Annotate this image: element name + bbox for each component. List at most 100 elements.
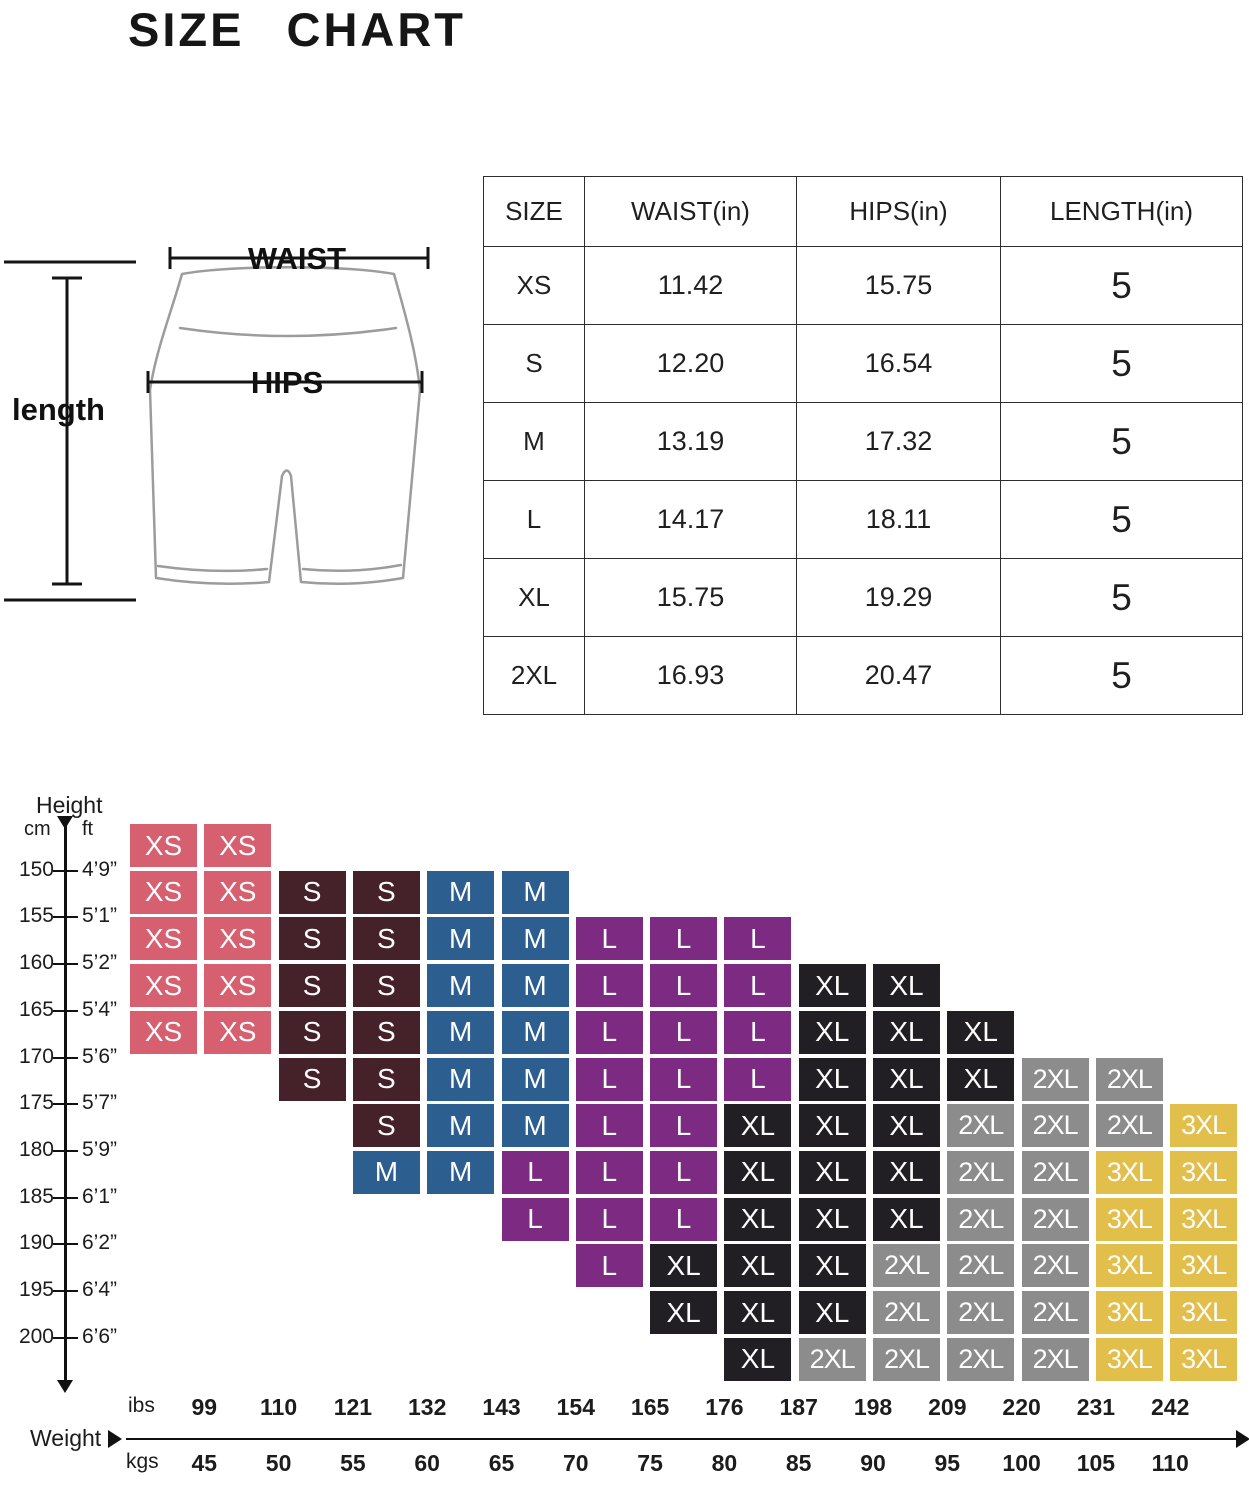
grid-cell-xs: XS xyxy=(204,824,272,867)
weight-label-kgs: 85 xyxy=(785,1450,812,1476)
height-label-cm: 180 xyxy=(18,1137,54,1161)
grid-cell-m: M xyxy=(501,917,569,961)
height-label-cm: 170 xyxy=(18,1044,54,1068)
grid-cell-l: L xyxy=(501,1150,569,1194)
grid-cell-2xl: 2XL xyxy=(1021,1197,1089,1241)
grid-cell-3xl: 3XL xyxy=(1095,1244,1163,1288)
weight-label-ibs: 231 xyxy=(1076,1394,1116,1420)
size-table-cell-waist: 11.42 xyxy=(584,246,797,325)
grid-cell-2xl: 2XL xyxy=(1095,1057,1163,1101)
height-label-cm: 175 xyxy=(18,1091,54,1115)
grid-cell-xl: XL xyxy=(798,1291,866,1334)
grid-cell-2xl: 2XL xyxy=(873,1291,940,1334)
height-label-cm: 165 xyxy=(18,997,54,1021)
size-table-cell-hips: 16.54 xyxy=(796,324,1001,403)
size-table-cell-size: M xyxy=(483,402,585,481)
grid-cell-xl: XL xyxy=(798,1057,866,1101)
size-table-cell-hips: 20.47 xyxy=(796,636,1001,715)
height-unit-cm: cm xyxy=(24,818,51,840)
grid-cell-xl: XL xyxy=(798,1010,866,1054)
grid-cell-l: L xyxy=(575,1057,643,1101)
size-table-cell-size: XL xyxy=(483,558,585,637)
height-label-cm: 155 xyxy=(18,904,54,928)
size-table: SIZE WAIST(in) HIPS(in) LENGTH(in) XS 11.42 1… xyxy=(483,176,1243,715)
weight-label-ibs: 198 xyxy=(853,1394,893,1420)
weight-label-ibs: 110 xyxy=(260,1394,298,1420)
shorts-measurement-diagram: WAIST HIPS length xyxy=(4,241,430,602)
grid-cell-xl: XL xyxy=(873,1010,940,1054)
grid-cell-m: M xyxy=(427,1104,495,1148)
weight-axis-line xyxy=(126,1438,1242,1440)
height-label-ft: 5’6” xyxy=(82,1044,118,1068)
grid-cell-l: L xyxy=(650,964,718,1008)
size-table-cell-length: 5 xyxy=(1000,324,1243,403)
size-table-cell-hips: 15.75 xyxy=(796,246,1001,325)
grid-cell-2xl: 2XL xyxy=(947,1244,1015,1288)
grid-cell-xl: XL xyxy=(873,964,940,1008)
grid-cell-l: L xyxy=(575,1150,643,1194)
height-label-cm: 195 xyxy=(18,1278,54,1301)
grid-cell-xl: XL xyxy=(947,1057,1015,1101)
weight-unit-kgs: kgs xyxy=(126,1450,159,1473)
height-label-ft: 6’6” xyxy=(82,1324,118,1348)
size-table-header-length-in-: LENGTH(in) xyxy=(1000,176,1243,247)
grid-cell-l: L xyxy=(650,1010,718,1054)
grid-cell-m: M xyxy=(501,964,569,1008)
height-label-cm: 190 xyxy=(18,1231,54,1255)
grid-cell-l: L xyxy=(501,1197,569,1241)
weight-label-ibs: 143 xyxy=(482,1394,521,1420)
weight-label-kgs: 110 xyxy=(1151,1450,1189,1476)
grid-cell-2xl: 2XL xyxy=(1095,1104,1163,1148)
grid-cell-m: M xyxy=(427,1010,495,1054)
grid-cell-2xl: 2XL xyxy=(1021,1104,1089,1148)
weight-label-ibs: 242 xyxy=(1151,1394,1190,1420)
grid-cell-s: S xyxy=(352,1104,420,1148)
height-unit-ft: ft xyxy=(82,818,94,840)
weight-label-kgs: 75 xyxy=(637,1450,663,1476)
hips-measure-line xyxy=(146,371,424,393)
size-table-cell-size: XS xyxy=(483,246,585,325)
size-table-cell-waist: 16.93 xyxy=(584,636,797,715)
grid-cell-2xl: 2XL xyxy=(873,1337,940,1381)
height-weight-size-chart: Height cm ft ibs Weight kgs XS XS XS XS S S M M… xyxy=(0,780,1249,1493)
grid-cell-m: M xyxy=(352,1150,420,1194)
height-axis-line xyxy=(64,820,67,1382)
weight-label-kgs: 100 xyxy=(1002,1450,1041,1476)
grid-cell-3xl: 3XL xyxy=(1095,1197,1163,1241)
height-label-ft: 6’2” xyxy=(82,1231,118,1255)
height-axis-bottom-arrow-icon xyxy=(57,1380,73,1393)
grid-cell-3xl: 3XL xyxy=(1170,1197,1238,1241)
grid-cell-xs: XS xyxy=(130,824,197,867)
grid-cell-2xl: 2XL xyxy=(947,1104,1015,1148)
grid-cell-l: L xyxy=(650,917,718,961)
height-label-cm: 160 xyxy=(18,951,54,975)
weight-label-ibs: 165 xyxy=(630,1394,670,1420)
length-measure-label: length xyxy=(12,392,105,427)
size-table-row-s: S 12.20 16.54 5 xyxy=(483,324,1243,403)
weight-label-ibs: 220 xyxy=(1002,1394,1041,1420)
grid-cell-2xl: 2XL xyxy=(1021,1291,1089,1334)
grid-cell-xl: XL xyxy=(873,1057,940,1101)
grid-cell-xs: XS xyxy=(204,964,272,1008)
weight-label-kgs: 105 xyxy=(1076,1450,1116,1476)
grid-cell-m: M xyxy=(501,1010,569,1054)
weight-label-ibs: 209 xyxy=(928,1394,967,1420)
grid-cell-m: M xyxy=(501,1104,569,1148)
height-axis-tick xyxy=(53,1009,78,1012)
size-table-cell-waist: 15.75 xyxy=(584,558,797,637)
size-table-header-size: SIZE xyxy=(483,176,585,247)
weight-label-ibs: 176 xyxy=(705,1394,744,1420)
grid-cell-xl: XL xyxy=(873,1104,940,1148)
grid-cell-l: L xyxy=(724,964,792,1008)
grid-cell-2xl: 2XL xyxy=(947,1337,1015,1381)
grid-cell-xl: XL xyxy=(798,1104,866,1148)
grid-cell-l: L xyxy=(650,1150,718,1194)
grid-cell-m: M xyxy=(501,1057,569,1101)
grid-cell-xs: XS xyxy=(130,1010,197,1054)
size-table-row-l: L 14.17 18.11 5 xyxy=(483,480,1243,559)
grid-cell-xl: XL xyxy=(873,1150,940,1194)
grid-cell-m: M xyxy=(427,1057,495,1101)
grid-cell-2xl: 2XL xyxy=(1021,1057,1089,1101)
grid-cell-s: S xyxy=(352,964,420,1008)
height-label-ft: 5’9” xyxy=(82,1137,118,1161)
